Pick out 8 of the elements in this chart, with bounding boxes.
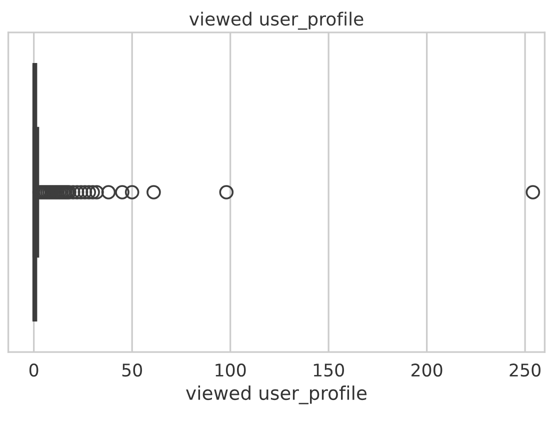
x-tick-label: 250: [510, 364, 540, 377]
x-tick-label: 0: [29, 364, 38, 377]
x-axis-title: viewed user_profile: [186, 386, 367, 404]
x-tick-label: 150: [314, 364, 344, 377]
chart-title: viewed user_profile: [189, 12, 364, 30]
x-tick-label: 200: [412, 364, 442, 377]
x-tick-label: 50: [122, 364, 142, 377]
x-tick-label: 100: [216, 364, 246, 377]
